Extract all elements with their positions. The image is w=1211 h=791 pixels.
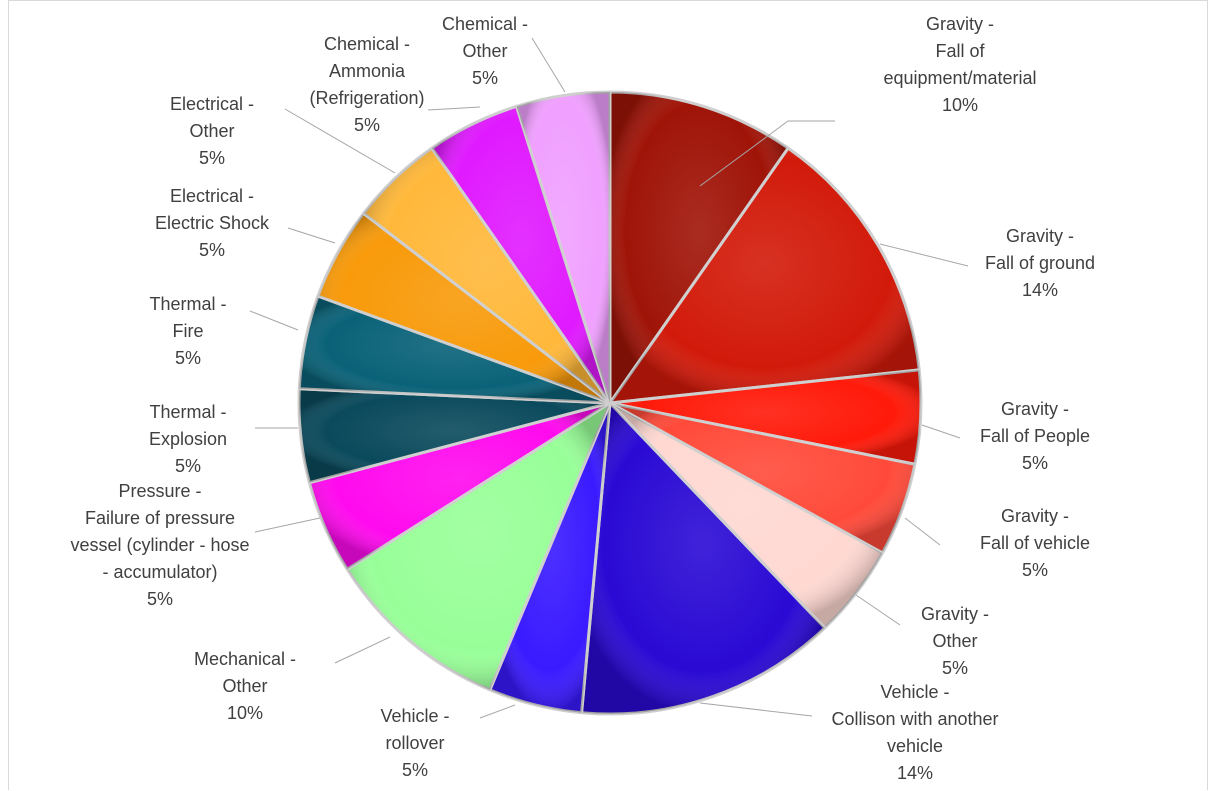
- slice-percent-label: 5%: [354, 115, 380, 135]
- leader-line: [427, 106, 481, 111]
- slice-label: Chemical - Other 5%: [442, 14, 528, 88]
- slice-percent-label: 5%: [402, 760, 428, 780]
- slice-category-label: Thermal -: [149, 402, 226, 422]
- slice-percent-label: 5%: [175, 456, 201, 476]
- slice-percent-label: 10%: [942, 95, 978, 115]
- slice-category-label: Ammonia: [329, 61, 406, 81]
- slice-label: Vehicle - rollover 5%: [380, 706, 449, 780]
- leader-line: [479, 704, 516, 719]
- pie-slice-shading: [317, 213, 610, 403]
- pie-slice-shading: [299, 296, 610, 403]
- slice-category-label: Fall of vehicle: [980, 533, 1090, 553]
- leader-line: [879, 243, 969, 267]
- slice-category-label: vehicle: [887, 736, 943, 756]
- slice-category-label: Other: [222, 676, 267, 696]
- slice-category-label: Electrical -: [170, 94, 254, 114]
- slice-percent-label: 5%: [942, 658, 968, 678]
- slice-percent-label: 5%: [147, 589, 173, 609]
- slice-category-label: Electric Shock: [155, 213, 270, 233]
- leader-line: [254, 517, 321, 533]
- slice-percent-label: 5%: [1022, 560, 1048, 580]
- pie-slice-shading: [610, 148, 920, 403]
- leader-line: [531, 37, 566, 93]
- slice-category-label: equipment/material: [883, 68, 1036, 88]
- slice-category-label: Thermal -: [149, 294, 226, 314]
- slice-category-label: Gravity -: [1001, 399, 1069, 419]
- leader-line: [855, 594, 901, 626]
- leaders-layer: [249, 37, 969, 719]
- pie-slice-shading: [581, 403, 825, 715]
- slice-label: Chemical - Ammonia (Refrigeration) 5%: [309, 34, 424, 135]
- pie-slice-shading: [363, 148, 610, 403]
- leader-line: [921, 424, 961, 439]
- slice-category-label: Other: [189, 121, 234, 141]
- labels-layer: Gravity -Fall of equipment/material 10%Gra…: [70, 14, 1095, 783]
- slice-label: Gravity - Fall of People 5%: [980, 399, 1090, 473]
- pie-slice-shading: [309, 403, 610, 570]
- slice-category-label: Fire: [173, 321, 204, 341]
- slice-category-label: Gravity -: [1006, 226, 1074, 246]
- slice-percent-label: 10%: [227, 703, 263, 723]
- slice-category-label: Chemical -: [442, 14, 528, 34]
- pie-slice-shading: [610, 369, 922, 465]
- pie-slice-shading: [610, 403, 883, 628]
- slice-category-label: Gravity -: [1001, 506, 1069, 526]
- pie-slice-shading: [299, 388, 610, 483]
- slice-category-label: Mechanical -: [194, 649, 296, 669]
- slice-label: Electrical - Other 5%: [170, 94, 254, 168]
- slice-category-label: vessel (cylinder - hose: [70, 535, 249, 555]
- slice-category-label: Pressure -: [118, 481, 201, 501]
- slice-label: Gravity - Other 5%: [921, 604, 989, 678]
- slice-percent-label: 5%: [1022, 453, 1048, 473]
- slice-label: Mechanical - Other 10%: [194, 649, 296, 723]
- slice-label: Vehicle - Collison with another vehicle 14%: [831, 682, 998, 783]
- leader-line: [904, 517, 941, 546]
- slice-category-label: Electrical -: [170, 186, 254, 206]
- slice-percent-label: 14%: [1022, 280, 1058, 300]
- pie-slice-shading: [610, 403, 915, 553]
- slice-label: Electrical - Electric Shock 5%: [155, 186, 270, 260]
- slice-category-label: - accumulator): [102, 562, 217, 582]
- slice-category-label: Chemical -: [324, 34, 410, 54]
- slice-label: Gravity - Fall of ground 14%: [985, 226, 1095, 300]
- slice-category-label: Gravity -: [926, 14, 994, 34]
- chart-frame: [8, 0, 1208, 790]
- slice-percent-label: 5%: [175, 348, 201, 368]
- leader-line: [284, 108, 396, 174]
- slice-category-label: rollover: [385, 733, 444, 753]
- pie-slice-shading: [431, 106, 610, 403]
- slice-category-label: Collison with another: [831, 709, 998, 729]
- slice-percent-label: 5%: [199, 148, 225, 168]
- slice-label: Thermal - Explosion 5%: [149, 402, 227, 476]
- slice-category-label: Vehicle -: [380, 706, 449, 726]
- pie-slice-shading: [347, 403, 610, 690]
- leader-line: [249, 310, 299, 331]
- slice-category-label: Fall of ground: [985, 253, 1095, 273]
- slice-percent-label: 5%: [472, 68, 498, 88]
- pie-slice-shading: [610, 92, 789, 403]
- slice-category-label: Fall of: [935, 41, 985, 61]
- slice-category-label: Other: [462, 41, 507, 61]
- slice-label: Thermal - Fire 5%: [149, 294, 226, 368]
- slice-category-label: Failure of pressure: [85, 508, 235, 528]
- slice-label: Gravity - Fall of equipment/material 10%: [883, 14, 1036, 115]
- slices-layer: [297, 90, 923, 716]
- slice-category-label: Gravity -: [921, 604, 989, 624]
- slice-label: Pressure - Failure of pressure vessel (cyl…: [70, 481, 249, 609]
- leader-line: [699, 702, 813, 717]
- leader-line: [334, 636, 391, 664]
- pie-slice-shading: [516, 92, 610, 403]
- slice-category-label: (Refrigeration): [309, 88, 424, 108]
- slice-category-label: Other: [932, 631, 977, 651]
- slice-category-label: Vehicle -: [880, 682, 949, 702]
- pie-slice-shading: [489, 403, 610, 713]
- slice-percent-label: 14%: [897, 763, 933, 783]
- leader-line: [699, 120, 835, 187]
- slice-category-label: Explosion: [149, 429, 227, 449]
- slice-category-label: Fall of People: [980, 426, 1090, 446]
- slice-percent-label: 5%: [199, 240, 225, 260]
- leader-line: [287, 227, 336, 244]
- slice-label: Gravity - Fall of vehicle 5%: [980, 506, 1090, 580]
